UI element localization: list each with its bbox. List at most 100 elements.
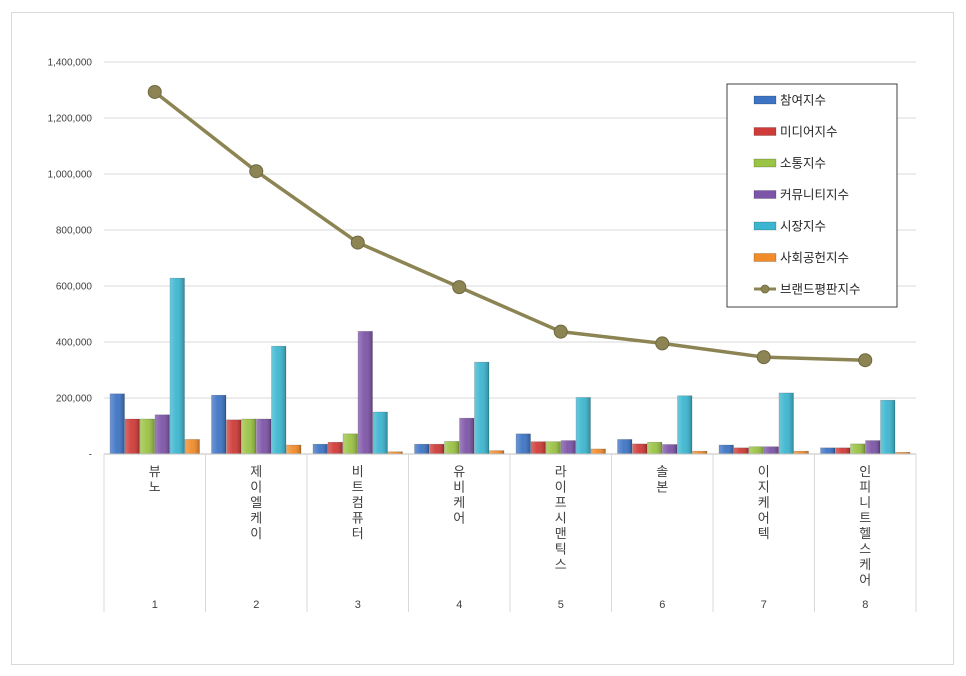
- bar-shade: [617, 439, 632, 454]
- line-point: [553, 324, 568, 339]
- group-label: 3: [355, 599, 361, 611]
- legend-item: 소통지수: [753, 156, 826, 171]
- bar-shade: [256, 419, 271, 454]
- bar-shade: [850, 443, 865, 454]
- line-point: [858, 353, 873, 368]
- line-point: [249, 164, 264, 179]
- group-label: 5: [558, 599, 564, 611]
- bar-shade: [286, 445, 301, 454]
- bar-shade: [576, 397, 591, 454]
- bar-shade: [895, 452, 910, 454]
- bar-shade: [489, 450, 504, 454]
- line-series-path: [153, 90, 866, 362]
- bar-shade: [647, 442, 662, 454]
- bar-shade: [632, 443, 647, 454]
- legend-item: 시장지수: [753, 219, 826, 234]
- y-tick-label: 800,000: [56, 226, 93, 237]
- legend-swatch: [753, 127, 777, 136]
- line-series: [147, 84, 873, 368]
- bar-shade: [328, 442, 343, 454]
- bar-shade: [388, 451, 403, 454]
- bar-series: [109, 277, 911, 455]
- y-tick-label: 400,000: [56, 338, 93, 349]
- group-label: 4: [456, 599, 462, 611]
- bar-shade: [749, 446, 764, 454]
- legend-label: 소통지수: [780, 156, 826, 171]
- bar-shade: [820, 447, 835, 454]
- line-point: [655, 336, 670, 351]
- group-label: 7: [761, 599, 767, 611]
- legend-item: 미디어지수: [753, 124, 838, 139]
- bar-shade: [531, 441, 546, 454]
- legend-swatch: [753, 253, 777, 262]
- bar-shade: [692, 451, 707, 454]
- y-tick-label: -: [89, 450, 92, 461]
- bar-shade: [516, 433, 531, 454]
- legend-label: 사회공헌지수: [780, 250, 849, 265]
- legend-label: 시장지수: [780, 219, 826, 234]
- legend-label: 미디어지수: [780, 124, 838, 139]
- bar-shade: [140, 419, 155, 454]
- legend-swatch: [753, 158, 777, 168]
- bar-shade: [546, 441, 561, 454]
- legend-label: 참여지수: [780, 93, 826, 108]
- bar-shade: [794, 451, 809, 454]
- bar-shade: [313, 444, 328, 454]
- x-axis: 뷰 노 1 제 이 엘 케 이 2 비 트 컴 퓨 터 3 유 비 케 어 4 라 이 프 시 맨 틱 스 5 솔 본 6 이 지 케 어 텍 7 인 피 니…: [103, 453, 917, 612]
- bar-shade: [662, 444, 677, 454]
- bar-shade: [373, 412, 388, 454]
- bar-shade: [429, 444, 444, 454]
- bar-shade: [865, 440, 880, 454]
- bar-shade: [211, 395, 226, 454]
- legend-label: 브랜드평판지수: [780, 282, 861, 297]
- legend-item: 참여지수: [753, 93, 826, 108]
- bar-shade: [185, 439, 200, 454]
- bar-shade: [835, 447, 850, 454]
- legend-swatch: [753, 190, 777, 199]
- bar-shade: [226, 419, 241, 454]
- bar-shade: [110, 393, 125, 454]
- bar-shade: [719, 445, 734, 454]
- group-label: 6: [659, 599, 665, 611]
- bar-shade: [414, 444, 429, 454]
- bar-shade: [170, 278, 185, 454]
- bar-shade: [561, 440, 576, 454]
- bar-shade: [474, 362, 489, 454]
- bar-shade: [125, 419, 140, 454]
- legend-item: 브랜드평판지수: [754, 282, 861, 297]
- group-label: 8: [862, 599, 868, 611]
- bar-shade: [734, 447, 749, 454]
- group-label: 2: [253, 599, 259, 611]
- y-tick-label: 1,200,000: [48, 114, 93, 125]
- bar-shade: [677, 395, 692, 454]
- line-point: [350, 235, 365, 250]
- bar-shade: [880, 400, 895, 454]
- legend-item: 커뮤니티지수: [753, 187, 849, 202]
- bar-shade: [271, 346, 286, 454]
- bar-shade: [444, 441, 459, 454]
- y-tick-label: 200,000: [56, 394, 93, 405]
- bar-shade: [358, 331, 373, 454]
- legend-item: 사회공헌지수: [753, 250, 849, 265]
- legend-swatch: [753, 95, 777, 105]
- line-point: [756, 350, 771, 365]
- group-label: 1: [152, 599, 158, 611]
- line-point: [147, 84, 162, 99]
- legend-marker: [760, 284, 770, 294]
- y-tick-label: 1,000,000: [48, 170, 93, 181]
- bar-shade: [591, 448, 606, 454]
- bar-shade: [241, 419, 256, 454]
- legend-swatch: [753, 221, 777, 231]
- bar-shade: [779, 392, 794, 454]
- y-tick-label: 600,000: [56, 282, 93, 293]
